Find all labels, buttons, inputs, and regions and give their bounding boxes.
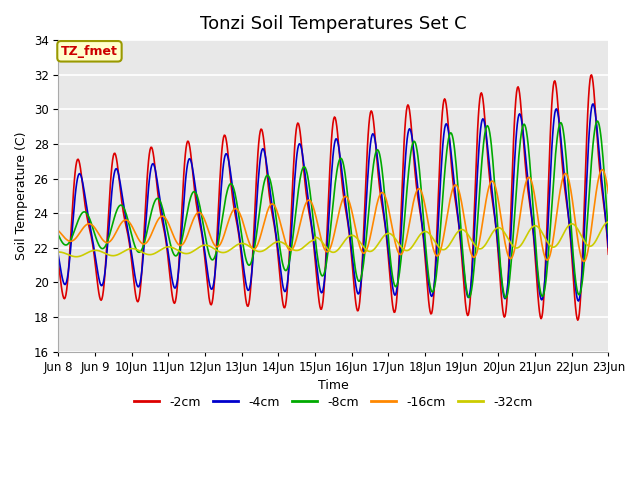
- -2cm: [417, 210, 424, 216]
- -4cm: [575, 298, 582, 304]
- -2cm: [400, 139, 408, 145]
- -2cm: [54, 259, 62, 264]
- -32cm: [417, 231, 425, 237]
- -32cm: [401, 247, 409, 253]
- -8cm: [121, 207, 129, 213]
- Y-axis label: Soil Temperature (C): Soil Temperature (C): [15, 132, 28, 260]
- -32cm: [178, 250, 186, 255]
- -32cm: [73, 254, 81, 260]
- -16cm: [605, 191, 612, 196]
- -16cm: [417, 187, 424, 192]
- -32cm: [207, 244, 214, 250]
- X-axis label: Time: Time: [318, 379, 349, 392]
- -8cm: [206, 253, 214, 259]
- -8cm: [605, 231, 612, 237]
- -2cm: [65, 271, 72, 277]
- Legend: -2cm, -4cm, -8cm, -16cm, -32cm: -2cm, -4cm, -8cm, -16cm, -32cm: [129, 391, 538, 414]
- -8cm: [400, 222, 408, 228]
- -4cm: [65, 269, 72, 275]
- -8cm: [54, 232, 62, 238]
- Line: -8cm: -8cm: [58, 121, 609, 298]
- Text: TZ_fmet: TZ_fmet: [61, 45, 118, 58]
- -8cm: [594, 118, 602, 124]
- -32cm: [54, 249, 62, 255]
- -4cm: [54, 252, 62, 258]
- -4cm: [605, 244, 612, 250]
- -8cm: [177, 242, 184, 248]
- -2cm: [574, 317, 582, 323]
- -8cm: [417, 175, 424, 181]
- -4cm: [400, 177, 408, 182]
- -2cm: [605, 252, 612, 257]
- -4cm: [121, 210, 129, 216]
- -8cm: [65, 241, 72, 247]
- -16cm: [65, 238, 72, 243]
- Line: -16cm: -16cm: [58, 169, 609, 262]
- -8cm: [502, 295, 509, 301]
- Title: Tonzi Soil Temperatures Set C: Tonzi Soil Temperatures Set C: [200, 15, 467, 33]
- Line: -4cm: -4cm: [58, 104, 609, 301]
- -4cm: [177, 243, 184, 249]
- -16cm: [598, 167, 606, 172]
- -2cm: [206, 299, 214, 305]
- -16cm: [121, 217, 129, 223]
- -2cm: [588, 72, 595, 78]
- -4cm: [589, 101, 597, 107]
- -16cm: [400, 246, 408, 252]
- Line: -2cm: -2cm: [58, 75, 609, 320]
- -32cm: [65, 252, 72, 257]
- -2cm: [121, 217, 129, 223]
- -32cm: [605, 219, 612, 225]
- -2cm: [177, 228, 184, 234]
- -4cm: [206, 282, 214, 288]
- -32cm: [122, 248, 129, 253]
- -4cm: [417, 205, 424, 211]
- -16cm: [206, 231, 214, 237]
- Line: -32cm: -32cm: [58, 222, 609, 257]
- -16cm: [54, 228, 62, 233]
- -16cm: [580, 259, 588, 264]
- -16cm: [177, 242, 184, 248]
